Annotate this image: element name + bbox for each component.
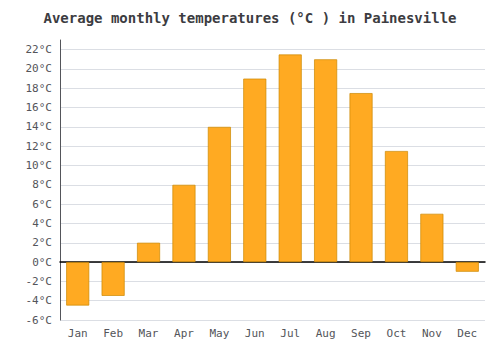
svg-text:0°C: 0°C	[32, 256, 52, 269]
svg-text:Sep: Sep	[351, 327, 371, 340]
svg-text:12°C: 12°C	[26, 140, 53, 153]
svg-text:8°C: 8°C	[32, 178, 52, 191]
svg-text:Dec: Dec	[457, 327, 477, 340]
svg-text:16°C: 16°C	[26, 101, 53, 114]
svg-text:Average monthly temperatures (: Average monthly temperatures (°C ) in Pa…	[43, 10, 456, 26]
svg-text:22°C: 22°C	[26, 43, 53, 56]
svg-text:May: May	[209, 327, 229, 340]
svg-text:Jan: Jan	[68, 327, 88, 340]
svg-text:6°C: 6°C	[32, 198, 52, 211]
svg-text:Feb: Feb	[103, 327, 123, 340]
svg-text:Mar: Mar	[139, 327, 159, 340]
svg-text:Aug: Aug	[316, 327, 336, 340]
svg-text:-6°C: -6°C	[26, 314, 53, 327]
svg-text:20°C: 20°C	[26, 62, 53, 75]
svg-text:Nov: Nov	[422, 327, 442, 340]
svg-text:2°C: 2°C	[32, 236, 52, 249]
svg-text:Jul: Jul	[280, 327, 300, 340]
svg-text:14°C: 14°C	[26, 120, 53, 133]
svg-text:Apr: Apr	[174, 327, 194, 340]
svg-text:-4°C: -4°C	[26, 294, 53, 307]
svg-text:Jun: Jun	[245, 327, 265, 340]
svg-text:4°C: 4°C	[32, 217, 52, 230]
svg-text:-2°C: -2°C	[26, 275, 53, 288]
svg-text:Oct: Oct	[387, 327, 407, 340]
svg-text:10°C: 10°C	[26, 159, 53, 172]
svg-text:18°C: 18°C	[26, 82, 53, 95]
